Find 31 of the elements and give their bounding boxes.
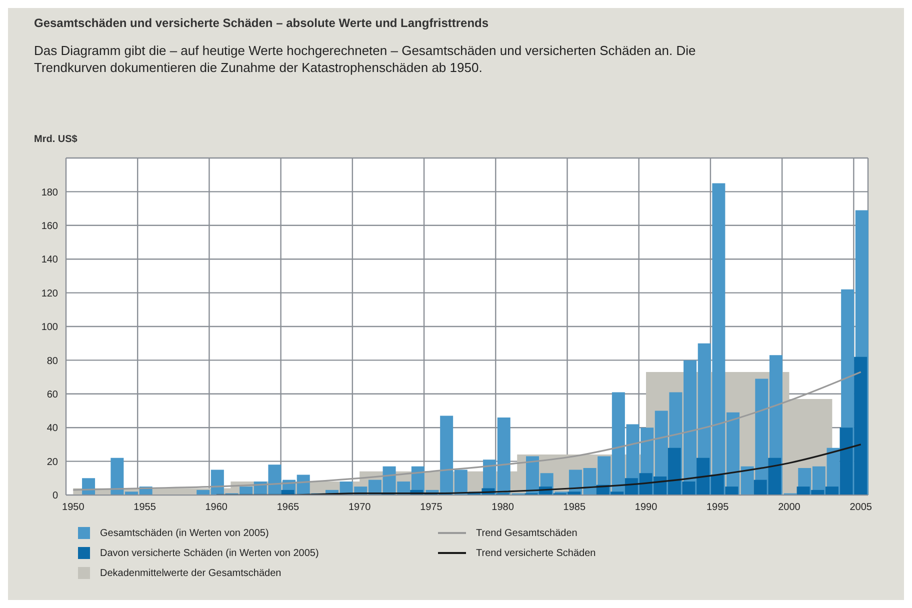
x-tick-label: 1985: [563, 502, 586, 514]
y-tick-label: 180: [41, 187, 58, 198]
y-tick-label: 120: [41, 288, 58, 300]
x-tick-label: 2000: [778, 502, 801, 514]
x-tick-label: 1995: [706, 502, 730, 514]
x-tick-label: 1990: [634, 502, 658, 514]
y-tick-label: 80: [46, 356, 58, 367]
y-tick-label: 60: [46, 389, 58, 400]
y-tick-label: 0: [52, 490, 58, 502]
y-tick-label: 100: [41, 322, 58, 334]
x-tick-label: 1980: [492, 502, 514, 514]
y-tick-label: 20: [46, 456, 58, 468]
x-tick-label: 1970: [348, 502, 372, 514]
legend-label: Trend Gesamtschäden: [476, 528, 578, 538]
y-tick-label: 140: [41, 254, 58, 266]
legend-label: Dekadenmittelwerte der Gesamtschäden: [100, 568, 282, 578]
chart-title: Gesamtschäden und versicherte Schäden – absolute Werte und Langfristtrends: [34, 16, 489, 30]
x-tick-label: 1960: [205, 502, 228, 514]
legend-label: Trend versicherte Schäden: [476, 548, 596, 558]
x-tick-label: 1955: [134, 502, 156, 514]
y-tick-label: 40: [46, 423, 58, 434]
y-axis-title: Mrd. US$: [34, 134, 78, 145]
x-tick-label: 2005: [850, 502, 872, 514]
chart-subtitle: Das Diagramm gibt die – auf heutige Werte hochgerechneten – Gesamtschäden und versicherten Schäden an. Die Trendkurven dokumentieren die Zunahme der Katastrophenschäden ab 1950.: [34, 42, 697, 76]
x-tick-label: 1965: [276, 502, 300, 514]
y-tick-label: 160: [41, 220, 58, 232]
legend-label: Davon versicherte Schäden (in Werten von 2005): [100, 548, 319, 558]
x-tick-label: 1950: [62, 502, 85, 514]
legend-label: Gesamtschäden (in Werten von 2005): [100, 528, 269, 538]
x-tick-label: 1975: [420, 502, 443, 514]
line-series: [216, 444, 862, 495]
